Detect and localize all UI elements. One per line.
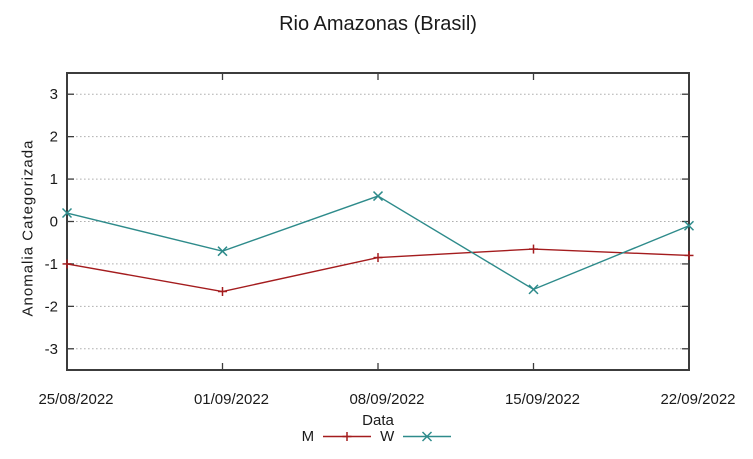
data-series — [61, 191, 695, 297]
svg-text:2: 2 — [50, 129, 58, 146]
legend-label-w: W — [380, 428, 395, 445]
x-axis-label: Data — [362, 412, 394, 429]
legend-sample-line-w — [403, 431, 452, 442]
legend: M W — [0, 428, 753, 445]
series-W — [61, 191, 695, 295]
svg-text:3: 3 — [50, 86, 58, 103]
svg-text:08/09/2022: 08/09/2022 — [349, 391, 424, 408]
svg-text:25/08/2022: 25/08/2022 — [38, 391, 113, 408]
legend-label-m: M — [301, 428, 315, 445]
svg-text:-2: -2 — [45, 298, 58, 315]
chart-title: Rio Amazonas (Brasil) — [279, 13, 477, 35]
legend-sample-line-m — [323, 432, 372, 441]
svg-text:15/09/2022: 15/09/2022 — [505, 391, 580, 408]
x-tick-labels: 25/08/2022 01/09/2022 08/09/2022 15/09/2022… — [38, 391, 735, 408]
gridlines — [68, 93, 688, 350]
svg-text:22/09/2022: 22/09/2022 — [660, 391, 735, 408]
svg-text:1: 1 — [50, 171, 58, 188]
svg-text:-1: -1 — [45, 256, 58, 273]
svg-text:0: 0 — [50, 214, 58, 231]
svg-text:01/09/2022: 01/09/2022 — [194, 391, 269, 408]
series-M — [62, 244, 694, 297]
y-tick-labels: 3 2 1 0 -1 -2 -3 — [45, 86, 58, 358]
svg-text:-3: -3 — [45, 341, 58, 358]
